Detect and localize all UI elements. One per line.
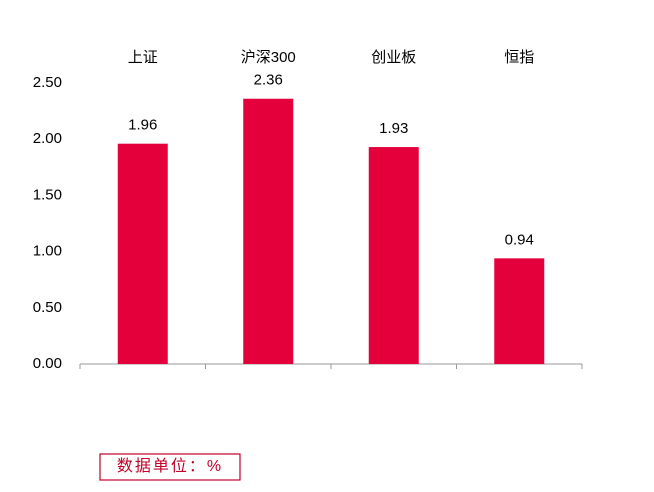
value-label: 2.36 [254,72,283,89]
unit-note: 数据单位：% [117,457,223,475]
y-tick-label: 0.50 [33,299,62,316]
y-tick-label: 2.50 [33,74,62,91]
value-label: 0.94 [505,231,534,248]
bar [243,98,294,365]
bar [494,258,545,364]
category-label: 上证 [128,49,158,66]
category-label: 创业板 [371,48,416,66]
bar [117,143,168,364]
category-label: 沪深300 [241,49,296,66]
value-label: 1.96 [128,117,157,134]
y-tick-label: 2.00 [33,130,62,147]
note-box [99,453,241,481]
y-tick-label: 1.50 [33,186,62,203]
bar [368,147,419,364]
value-label: 1.93 [379,120,408,137]
category-label: 恒指 [504,49,534,66]
y-tick-label: 0.00 [33,355,62,372]
y-tick-label: 1.00 [33,243,62,260]
